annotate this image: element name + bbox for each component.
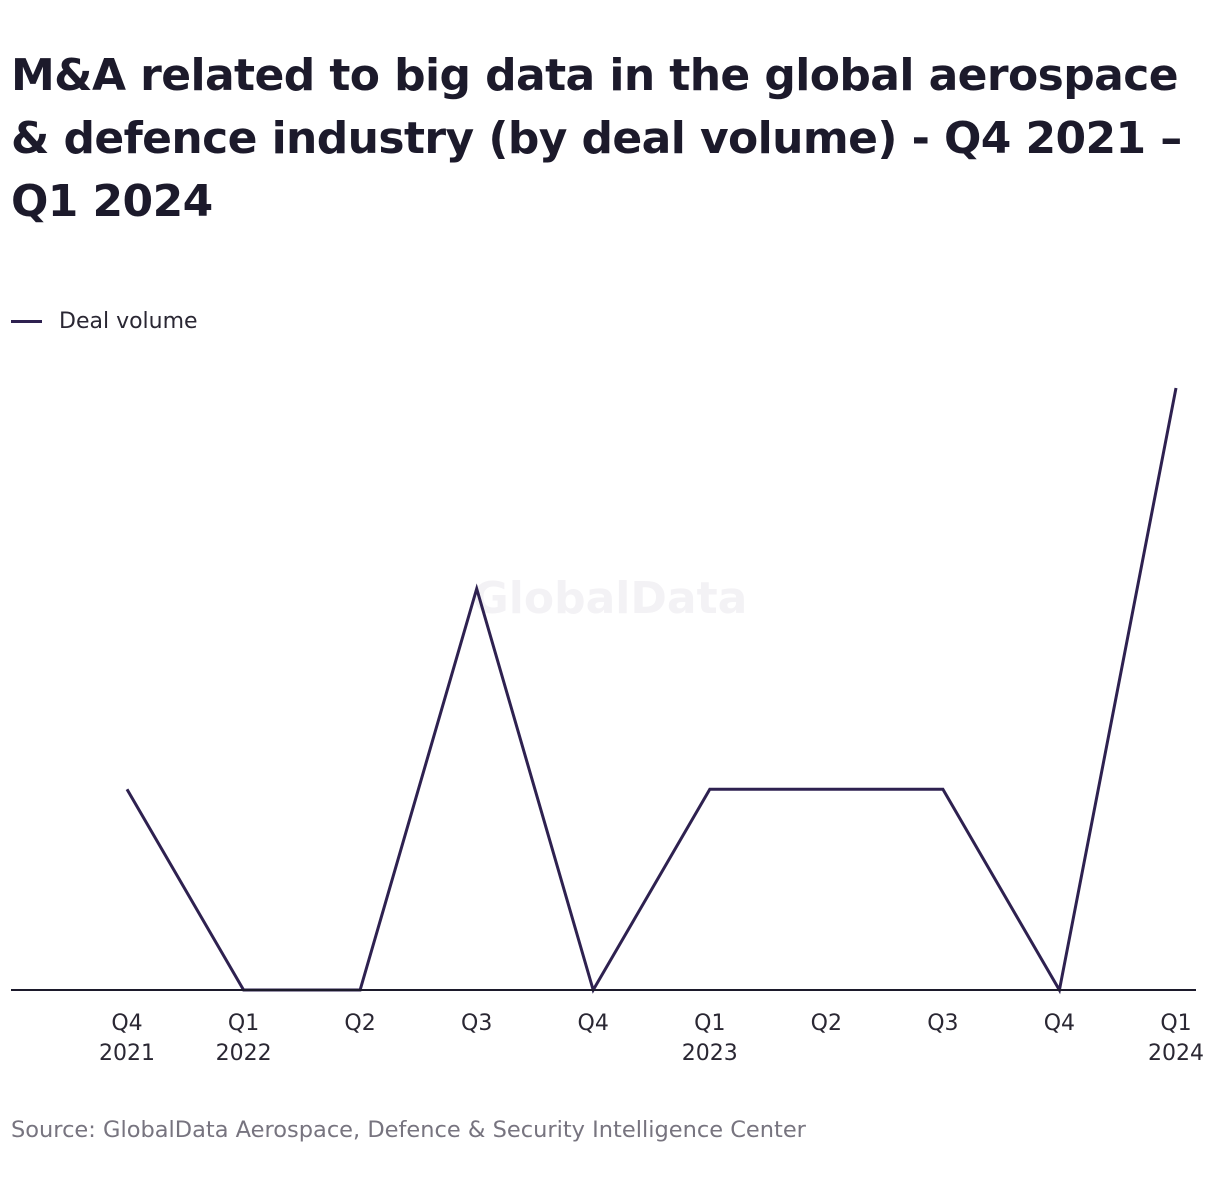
x-tick-label: Q4 [111, 1011, 142, 1036]
x-tick-year-label: 2024 [1148, 1041, 1204, 1066]
legend: Deal volume [11, 306, 198, 336]
x-tick-label: Q3 [461, 1011, 492, 1036]
series-line-deal-volume [125, 387, 1178, 995]
plot-area: Q4 2021 Q1 2022 Q2 Q3 Q4 Q1 2023 Q2 Q3 Q4 Q1 2024 [11, 387, 1204, 1066]
x-tick-label: Q4 [578, 1011, 609, 1036]
x-tick-label: Q2 [344, 1011, 375, 1036]
legend-label-deal-volume: Deal volume [59, 308, 198, 334]
x-tick-label: Q3 [927, 1011, 958, 1036]
x-tick-label: Q2 [811, 1011, 842, 1036]
x-tick-year-label: 2022 [216, 1041, 272, 1066]
watermark-text: GlobalData [473, 573, 748, 624]
x-tick-label: Q1 [694, 1011, 725, 1036]
x-tick-label: Q4 [1044, 1011, 1075, 1036]
x-tick-label: Q1 [228, 1011, 259, 1036]
source-note: Source: GlobalData Aerospace, Defence & … [11, 1117, 806, 1143]
x-tick-label: Q1 [1160, 1011, 1191, 1036]
x-tick-year-label: 2021 [99, 1041, 155, 1066]
legend-swatch-deal-volume [11, 319, 42, 323]
x-tick-year-label: 2023 [682, 1041, 738, 1066]
chart-title: M&A related to big data in the global ae… [11, 50, 1182, 227]
